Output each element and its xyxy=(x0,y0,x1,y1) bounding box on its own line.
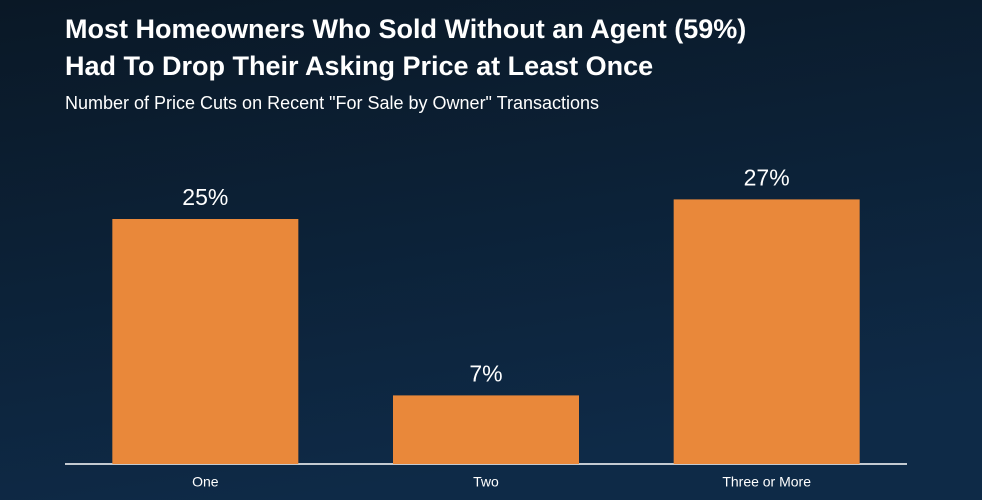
value-label: 7% xyxy=(469,360,502,386)
bar xyxy=(393,395,579,464)
x-tick-label: Two xyxy=(473,474,499,490)
bar xyxy=(673,199,860,464)
x-tick-label: One xyxy=(192,474,219,490)
chart-title: Most Homeowners Who Sold Without an Agen… xyxy=(65,14,746,44)
x-tick-label: Three or More xyxy=(722,474,811,490)
bar xyxy=(112,219,299,464)
value-label: 25% xyxy=(182,184,228,210)
chart-title: Had To Drop Their Asking Price at Least … xyxy=(65,51,653,81)
value-label: 27% xyxy=(744,164,790,190)
chart-subtitle: Number of Price Cuts on Recent "For Sale… xyxy=(65,93,599,113)
